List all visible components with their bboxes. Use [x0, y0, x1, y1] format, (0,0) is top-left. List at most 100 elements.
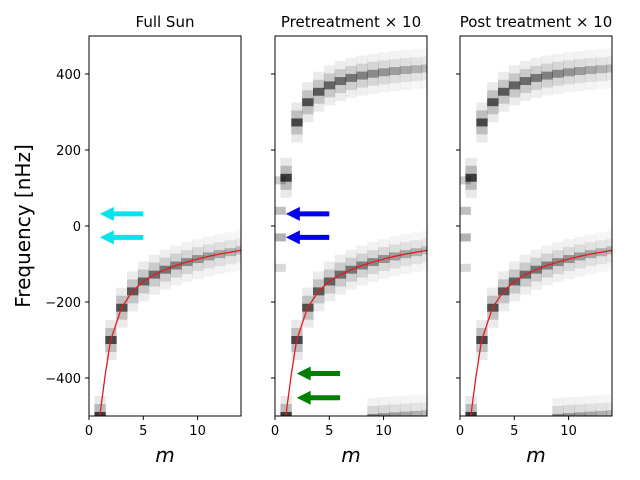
m0-cell: [275, 206, 286, 215]
upper-ridge-cell: [595, 65, 608, 74]
upper-ridge-cell: [487, 106, 499, 115]
lower-ridge-cell: [596, 264, 607, 272]
lower-ridge-cell: [596, 232, 607, 240]
upper-ridge-cell: [541, 87, 553, 96]
bottom-ridge-cell: [563, 405, 575, 414]
upper-ridge-cell: [487, 90, 499, 99]
theory-curve: [285, 249, 427, 416]
upper-ridge-cell: [323, 73, 336, 82]
upper-ridge-cell: [291, 126, 303, 135]
lower-ridge-cell: [116, 295, 128, 304]
upper-ridge-cell: [345, 65, 357, 74]
upper-ridge-cell: [595, 73, 608, 82]
lower-ridge-cell: [203, 260, 215, 269]
upper-ridge-cell: [323, 89, 336, 98]
lower-ridge-cell: [465, 396, 477, 404]
bottom-ridge-cell: [421, 410, 427, 416]
panel-1: 0 5 10 −400 −200 0 200 400 Full Sun m: [45, 13, 242, 467]
upper-ridge-cell: [302, 98, 314, 107]
lower-ridge-cell: [192, 263, 204, 272]
upper-ridge-cell: [291, 118, 303, 127]
upper-ridge-cell: [476, 118, 488, 127]
lower-ridge-cell: [476, 344, 488, 352]
upper-ridge-cell: [378, 76, 390, 85]
lower-ridge-cell: [291, 328, 303, 336]
bottom-ridge-cell: [584, 411, 597, 416]
lower-ridge-cell: [280, 420, 291, 428]
bottom-ridge-cell: [367, 405, 379, 414]
upper-ridge-cell: [367, 77, 379, 86]
upper-ridge-cell: [334, 61, 347, 70]
bottom-ridge-cell: [367, 397, 379, 406]
m0-cell: [275, 176, 286, 185]
upper-ridge-cell: [530, 89, 542, 98]
lower-ridge-cell: [574, 236, 586, 245]
lower-ridge-cell: [170, 277, 182, 286]
lower-ridge-cell: [476, 328, 488, 336]
lower-ridge-cell: [541, 277, 553, 286]
lower-ridge-cell: [508, 261, 521, 270]
bottom-ridge-cell: [552, 397, 564, 406]
upper-ridge-cell: [508, 97, 521, 106]
upper-ridge-cell: [291, 110, 303, 119]
y-tick-label: 200: [56, 144, 81, 159]
upper-ridge-cell: [421, 72, 427, 81]
lower-ridge-cell: [181, 250, 193, 259]
upper-ridge-cell: [508, 81, 521, 90]
bottom-ridge-cell: [585, 428, 596, 436]
bottom-ridge-cell: [399, 395, 412, 404]
upper-ridge-cell: [552, 61, 564, 70]
upper-ridge-cell: [389, 75, 401, 84]
y-tick-label: 400: [56, 68, 81, 83]
lower-ridge-cell: [399, 234, 412, 243]
lower-ridge-cell: [127, 303, 139, 312]
upper-ridge-cell: [334, 77, 347, 86]
lower-ridge-cell: [389, 236, 401, 245]
lower-ridge-cell: [225, 232, 236, 240]
bottom-ridge-cell: [378, 397, 390, 406]
lower-ridge-cell: [323, 293, 336, 302]
lower-ridge-cell: [356, 253, 368, 262]
bottom-ridge-cell: [552, 405, 564, 414]
upper-ridge-cell: [530, 81, 542, 90]
lower-ridge-cell: [137, 293, 150, 302]
upper-ridge-cell: [389, 83, 401, 92]
upper-ridge-cell: [476, 126, 488, 135]
lower-ridge-cell: [411, 264, 422, 272]
lower-ridge-cell: [291, 320, 303, 328]
upper-ridge-cell: [498, 71, 510, 80]
lower-ridge-cell: [508, 269, 521, 278]
lower-ridge-cell: [410, 256, 423, 265]
bottom-ridge-cell: [378, 413, 390, 416]
bottom-ridge-cell: [563, 397, 575, 406]
panel-title: Post treatment × 10: [460, 13, 613, 31]
upper-ridge-cell: [519, 93, 532, 102]
lower-ridge-cell: [465, 404, 477, 412]
lower-ridge-cell: [378, 263, 390, 272]
lower-ridge-cell: [399, 266, 412, 275]
bottom-ridge-cell: [389, 396, 401, 405]
upper-ridge-cell: [345, 57, 357, 66]
upper-ridge-cell: [574, 75, 586, 84]
panel-title: Full Sun: [136, 13, 195, 31]
upper-ridge-cell: [465, 181, 477, 190]
lower-ridge-cell: [399, 258, 412, 267]
lower-ridge-cell: [552, 250, 564, 259]
upper-ridge-cell: [530, 65, 542, 74]
lower-ridge-cell: [595, 240, 608, 249]
upper-ridge-cell: [552, 69, 564, 78]
plot-area: [275, 36, 427, 416]
upper-ridge-cell: [519, 61, 532, 70]
upper-ridge-cell: [356, 55, 368, 64]
upper-ridge-cell: [606, 64, 612, 73]
lower-ridge-cell: [530, 257, 542, 266]
lower-ridge-cell: [563, 247, 575, 256]
upper-ridge-cell: [291, 102, 303, 111]
upper-ridge-cell: [498, 103, 510, 112]
lower-ridge-cell: [356, 245, 368, 254]
bottom-ridge-cell: [584, 395, 597, 404]
bottom-ridge-cell: [378, 405, 390, 414]
upper-ridge-cell: [541, 63, 553, 72]
lower-ridge-cell: [280, 404, 292, 412]
